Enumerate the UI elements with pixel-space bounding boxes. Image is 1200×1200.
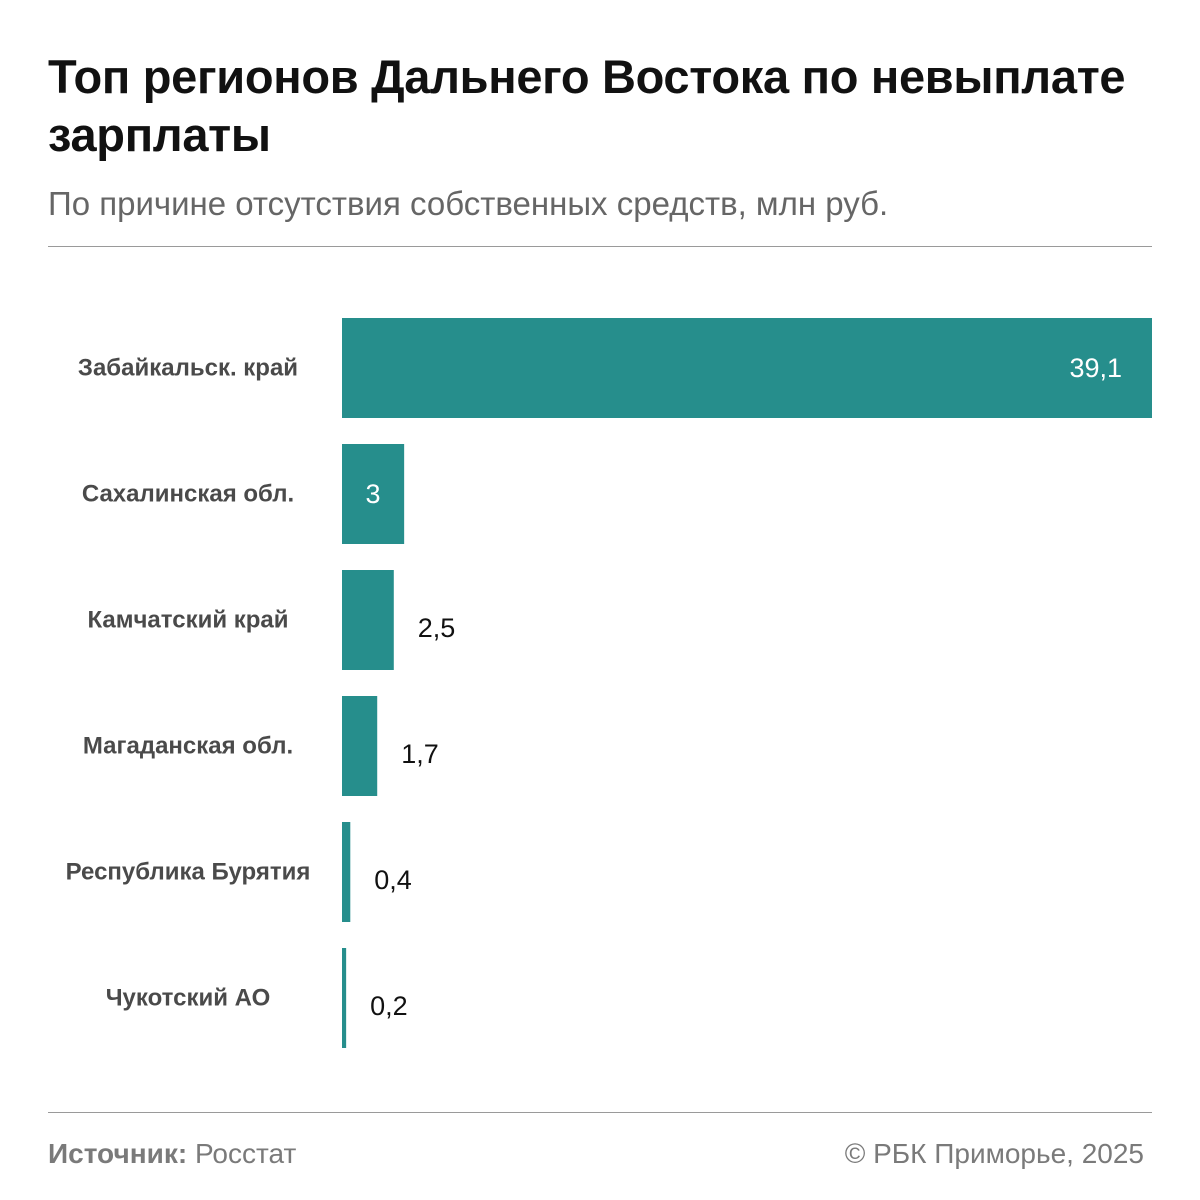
category-label-6: Чукотский АО [106,985,271,1012]
category-label-3: Камчатский край [87,607,288,634]
source-value: Росстат [194,1138,297,1169]
source-key: Источник: [48,1138,188,1169]
footer-divider [48,1112,1152,1113]
category-label-5: Республика Бурятия [66,859,311,886]
copyright: © РБК Приморье, 2025 [844,1138,1144,1169]
value-label-2: 3 [366,479,381,509]
chart-subtitle: По причине отсутствия собственных средст… [48,185,889,222]
bar-2 [342,444,405,544]
bar-3 [342,570,394,670]
bar-5 [342,822,351,922]
bar-4 [342,696,378,796]
category-label-4: Магаданская обл. [83,733,293,760]
value-label-5: 0,4 [374,865,412,895]
header-divider [48,246,1152,247]
value-label-3: 2,5 [418,613,456,643]
value-label-1: 39,1 [1069,353,1122,383]
bar-1 [342,318,1152,418]
category-label-2: Сахалинская обл. [82,481,294,508]
bar-6 [342,948,347,1048]
category-label-1: Забайкальск. край [78,355,298,382]
source-note: Источник: Росстат [48,1136,296,1172]
chart-title: Топ регионов Дальнего Востока по невыпла… [48,50,1126,161]
value-label-6: 0,2 [370,991,408,1021]
value-label-4: 1,7 [401,739,439,769]
